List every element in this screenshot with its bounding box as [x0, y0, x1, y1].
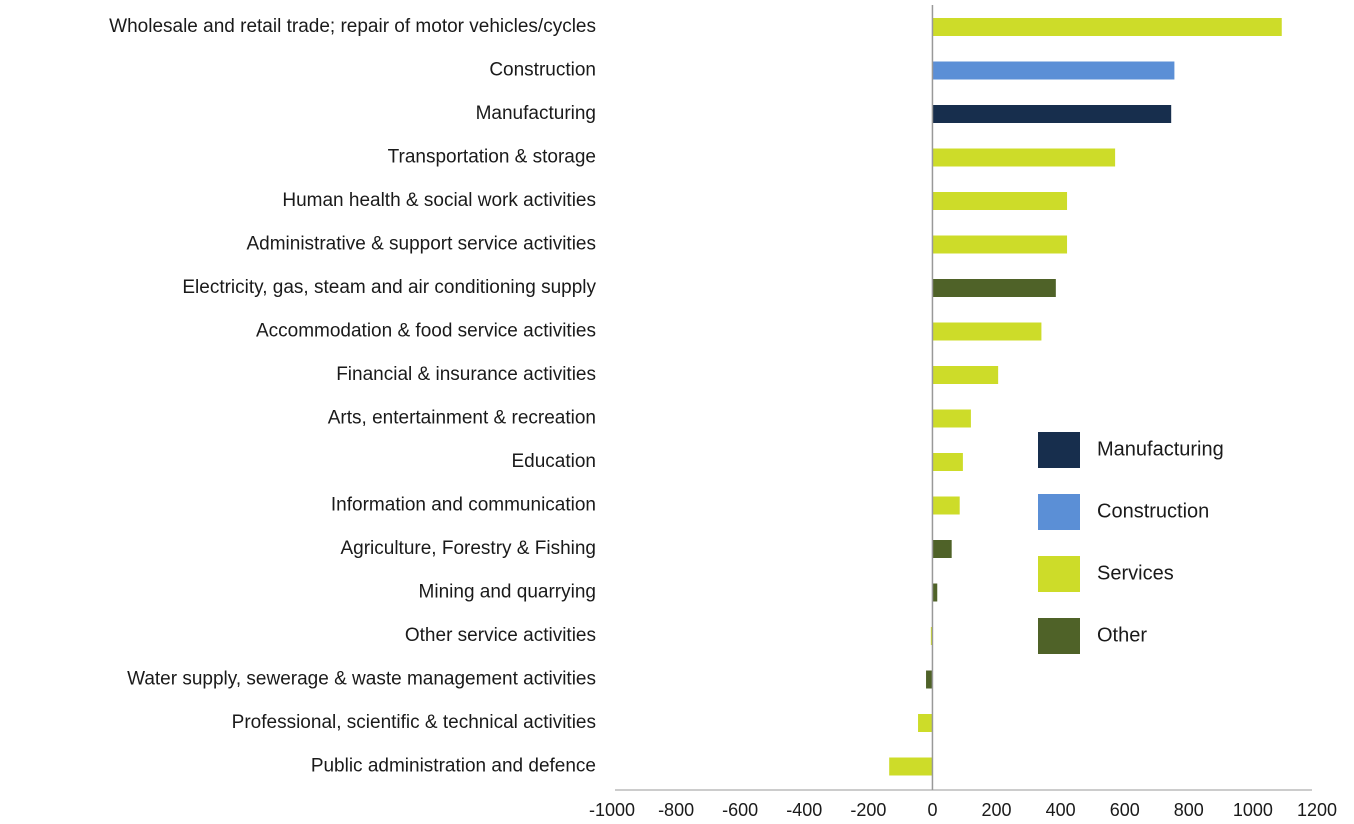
x-tick-label: 400: [1046, 800, 1076, 820]
bar: [932, 540, 952, 558]
bar: [932, 409, 971, 428]
x-tick-label: 600: [1110, 800, 1140, 820]
bar: [918, 714, 933, 732]
x-tick-label: -600: [722, 800, 758, 820]
bar: [932, 192, 1068, 210]
x-tick-label: -200: [850, 800, 886, 820]
bar: [932, 18, 1282, 36]
legend-swatch: [1038, 494, 1080, 530]
x-tick-label: 800: [1174, 800, 1204, 820]
bar: [932, 235, 1068, 254]
legend-label: Construction: [1097, 500, 1209, 522]
category-label: Education: [511, 451, 596, 472]
category-label: Electricity, gas, steam and air conditio…: [182, 277, 596, 298]
category-label: Professional, scientific & technical act…: [232, 712, 596, 733]
legend-swatch: [1038, 432, 1080, 468]
x-tick-label: -1000: [589, 800, 635, 820]
bar: [932, 366, 999, 384]
bar: [932, 61, 1175, 80]
legend-label: Other: [1097, 624, 1147, 646]
category-label: Agriculture, Forestry & Fishing: [340, 538, 596, 559]
category-label: Mining and quarrying: [419, 582, 596, 603]
bar: [932, 322, 1042, 341]
x-tick-label: 1200: [1297, 800, 1337, 820]
category-label: Wholesale and retail trade; repair of mo…: [109, 16, 596, 37]
category-label: Transportation & storage: [388, 147, 596, 168]
category-label: Other service activities: [405, 625, 596, 646]
category-label: Information and communication: [331, 495, 596, 516]
x-tick-label: -800: [658, 800, 694, 820]
category-label: Public administration and defence: [311, 756, 596, 777]
category-label: Financial & insurance activities: [336, 364, 596, 385]
category-label: Manufacturing: [476, 103, 596, 124]
x-tick-label: 200: [982, 800, 1012, 820]
bar: [932, 583, 938, 602]
x-tick-label: 1000: [1233, 800, 1273, 820]
bar: [926, 670, 933, 689]
x-tick-label: -400: [786, 800, 822, 820]
category-label: Accommodation & food service activities: [256, 321, 596, 342]
bar: [932, 105, 1172, 123]
bar: [932, 148, 1116, 167]
bar: [930, 627, 933, 645]
bar: [932, 453, 963, 471]
category-label: Administrative & support service activit…: [246, 234, 596, 255]
bar: [889, 757, 933, 776]
legend-swatch: [1038, 618, 1080, 654]
bar: [932, 279, 1056, 297]
legend-label: Manufacturing: [1097, 438, 1224, 460]
category-label: Arts, entertainment & recreation: [328, 408, 596, 429]
category-label: Human health & social work activities: [282, 190, 596, 211]
bar: [932, 496, 960, 515]
category-label: Water supply, sewerage & waste managemen…: [127, 669, 596, 690]
x-tick-label: 0: [927, 800, 937, 820]
legend-swatch: [1038, 556, 1080, 592]
category-label: Construction: [489, 60, 596, 81]
legend-label: Services: [1097, 562, 1174, 584]
